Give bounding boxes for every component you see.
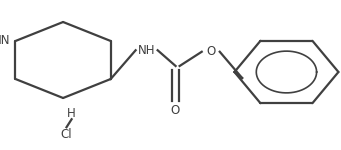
Text: O: O: [170, 105, 179, 117]
Text: NH: NH: [138, 44, 155, 57]
Text: O: O: [206, 45, 216, 58]
Text: H: H: [67, 107, 76, 120]
Text: HN: HN: [0, 34, 10, 48]
Text: Cl: Cl: [61, 128, 72, 141]
